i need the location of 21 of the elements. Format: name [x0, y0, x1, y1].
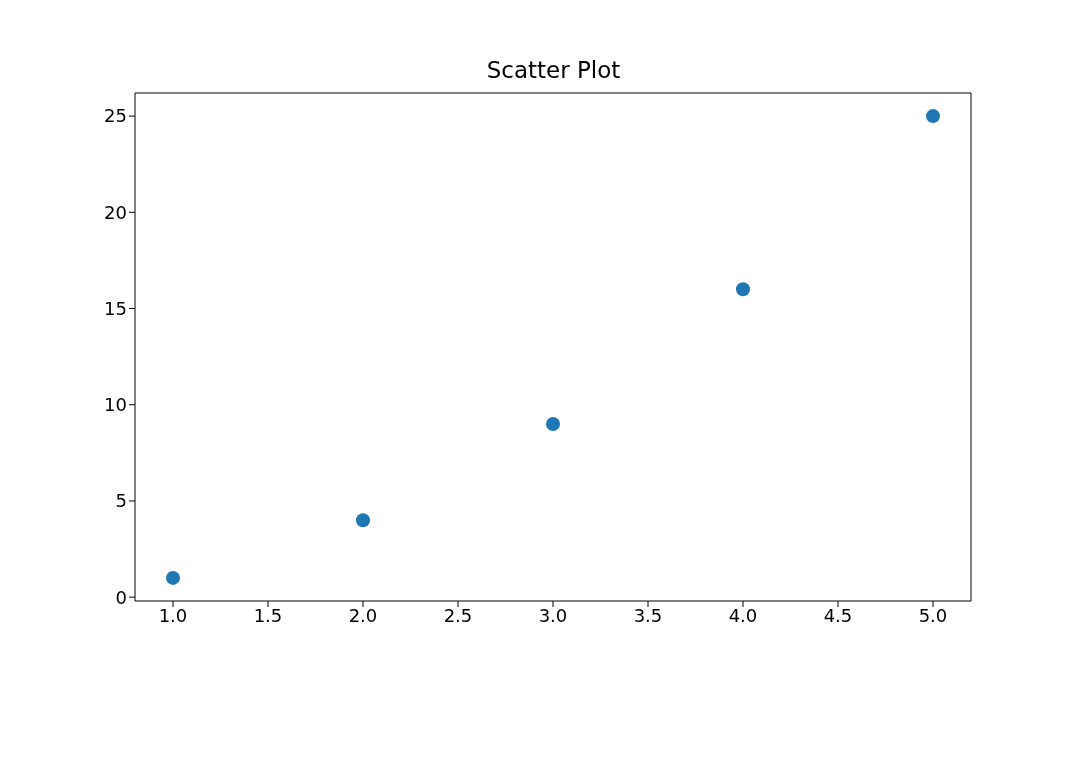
- point: [166, 570, 180, 585]
- x-tick-label: 5.0: [918, 604, 948, 626]
- y-tick-label: 5: [115, 490, 127, 512]
- y-tick-label: 10: [104, 394, 127, 416]
- x-tick-label: 4.0: [728, 604, 758, 626]
- x-tick-label: 4.5: [823, 604, 853, 626]
- chart-title: Scatter Plot: [485, 57, 622, 83]
- y-tick-label: 20: [104, 201, 127, 223]
- x-tick-label: 1.0: [158, 604, 188, 626]
- y-tick-label: 15: [104, 297, 127, 319]
- y-tick-label: 25: [104, 105, 127, 127]
- x-tick-label: 3.0: [538, 604, 568, 626]
- x-tick-label: 2.0: [348, 604, 378, 626]
- y-tick-label: 0: [115, 586, 127, 608]
- x-tick-label: 1.5: [253, 604, 283, 626]
- point: [926, 109, 940, 124]
- point: [356, 513, 370, 528]
- x-tick-label: 2.5: [443, 604, 473, 626]
- point: [736, 282, 750, 297]
- x-tick-label: 3.5: [633, 604, 663, 626]
- point: [546, 416, 560, 431]
